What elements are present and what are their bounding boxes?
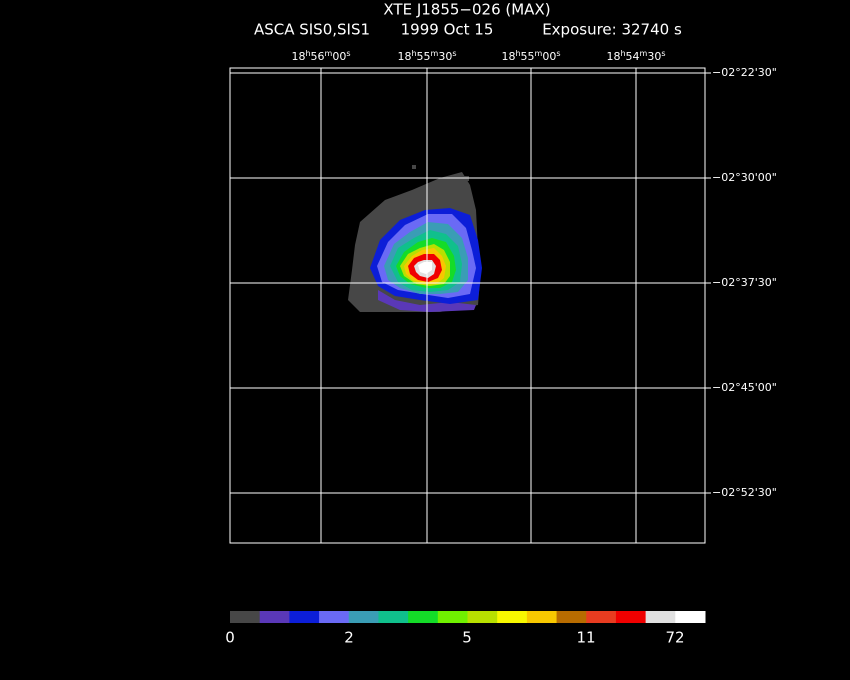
colorbar-label: 11 — [576, 629, 595, 647]
colorbar-segment — [645, 611, 676, 623]
ra-label: 18h55m30s — [397, 49, 456, 64]
colorbar-label: 2 — [344, 629, 354, 647]
colorbar-label: 0 — [225, 629, 235, 647]
colorbar-segment — [348, 611, 379, 623]
colorbar-segment — [586, 611, 617, 623]
instrument: ASCA SIS0,SIS1 — [254, 21, 370, 39]
colorbar-segment — [526, 611, 558, 623]
dec-label: −02°30'00" — [712, 171, 777, 184]
ra-label: 18h54m30s — [606, 49, 665, 64]
colorbar-label: 5 — [462, 629, 472, 647]
colorbar-segment — [615, 611, 647, 623]
coordinate-grid — [229, 67, 706, 544]
dec-label: −02°37'30" — [712, 276, 777, 289]
date: 1999 Oct 15 — [401, 21, 494, 39]
exposure: Exposure: 32740 s — [542, 21, 682, 39]
dec-label: −02°45'00" — [712, 381, 777, 394]
dec-label: −02°22'30" — [712, 66, 777, 79]
colorbar-segment — [497, 611, 528, 623]
colorbar-segment — [467, 611, 498, 623]
dec-label: −02°52'30" — [712, 486, 777, 499]
title: XTE J1855−026 (MAX) — [383, 1, 550, 19]
colorbar-segment — [230, 611, 261, 623]
colorbar-segment — [259, 611, 290, 623]
ra-label: 18h55m00s — [501, 49, 560, 64]
x-ray-image — [348, 165, 482, 312]
colorbar-segment — [556, 611, 587, 623]
ra-label: 18h56m00s — [291, 49, 350, 64]
colorbar-segment — [289, 611, 320, 623]
colorbar-segment — [378, 611, 409, 623]
colorbar-label: 72 — [665, 629, 684, 647]
colorbar-segment — [408, 611, 439, 623]
colorbar-segment — [319, 611, 350, 623]
colorbar-segment — [675, 611, 706, 623]
colorbar-segment — [437, 611, 468, 623]
